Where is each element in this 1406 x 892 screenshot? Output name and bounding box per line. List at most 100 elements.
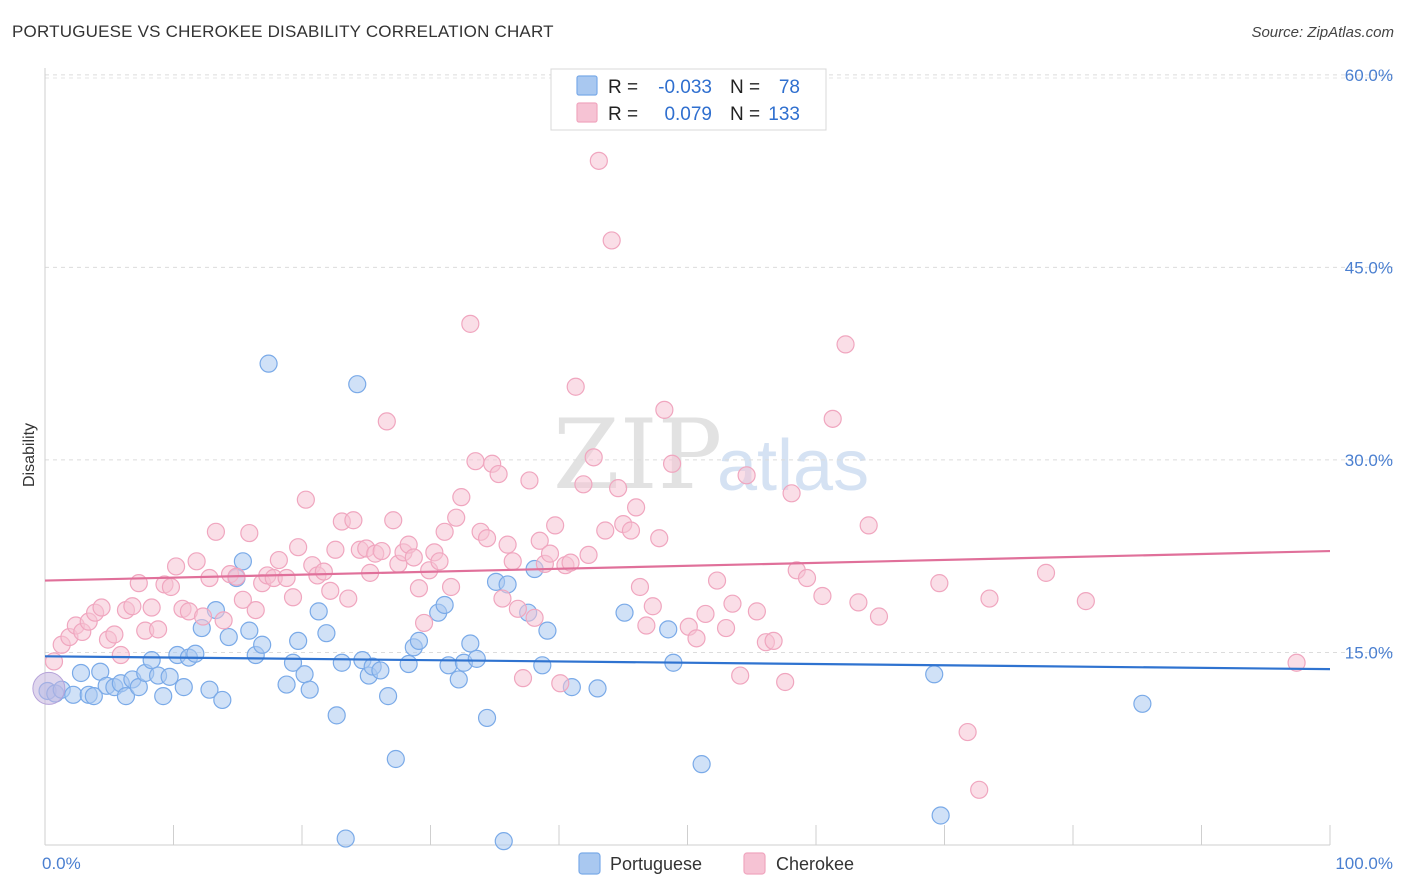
chart-source: Source: ZipAtlas.com xyxy=(1251,24,1394,41)
portuguese-point-67 xyxy=(538,621,557,640)
portuguese-point-17 xyxy=(154,687,173,706)
cherokee-point-92 xyxy=(589,151,608,170)
portuguese-point-77 xyxy=(494,832,513,851)
portuguese-point-53 xyxy=(409,631,429,651)
portuguese-point-66 xyxy=(533,656,552,675)
cherokee-point-71 xyxy=(477,529,497,548)
cherokee-point-93 xyxy=(596,521,615,540)
cherokee-point-87 xyxy=(561,553,580,572)
cherokee-point-23 xyxy=(193,607,213,626)
tick-labels: 15.0% 30.0% 45.0% 60.0% 0.0% 100.0% xyxy=(42,66,1393,873)
axes xyxy=(44,68,1331,846)
y-tick-label-2: 45.0% xyxy=(1345,258,1393,277)
portuguese-point-75 xyxy=(931,806,950,825)
portuguese-point-24 xyxy=(200,680,219,699)
bottom-legend-swatch-portuguese xyxy=(578,852,601,875)
portuguese-point-48 xyxy=(371,661,390,680)
portuguese-point-55 xyxy=(435,595,454,615)
portuguese-point-57 xyxy=(449,670,468,689)
portuguese-point-38 xyxy=(300,680,319,699)
cherokee-point-25 xyxy=(206,522,226,541)
legend-swatch-cherokee xyxy=(576,102,598,123)
legend-r-label-cherokee: R = xyxy=(608,104,638,125)
cherokee-point-81 xyxy=(530,531,549,550)
cherokee-point-97 xyxy=(621,521,641,540)
cherokee-point-104 xyxy=(662,454,682,473)
cherokee-point-128 xyxy=(970,780,989,799)
portuguese-point-49 xyxy=(378,687,398,706)
portuguese-point-32 xyxy=(253,635,272,654)
cherokee-point-68 xyxy=(461,314,480,333)
cherokee-point-22 xyxy=(187,552,206,571)
portuguese-point-11 xyxy=(116,687,136,706)
portuguese-point-70 xyxy=(615,603,634,622)
cherokee-point-126 xyxy=(930,574,949,593)
legend-swatch-portuguese xyxy=(576,75,598,96)
cherokee-point-123 xyxy=(849,593,868,612)
portuguese-point-61 xyxy=(477,708,497,728)
bottom-legend-label-cherokee: Cherokee xyxy=(776,854,854,874)
cherokee-point-89 xyxy=(574,475,593,494)
cherokee-point-47 xyxy=(344,511,363,530)
cherokee-point-35 xyxy=(269,550,288,570)
trend-line-cherokee xyxy=(44,549,1331,582)
series-cherokee xyxy=(44,151,1306,799)
cherokee-point-85 xyxy=(551,674,570,693)
cherokee-point-116 xyxy=(776,672,795,692)
cherokee-point-94 xyxy=(602,231,621,250)
cherokee-point-88 xyxy=(566,377,585,396)
cherokee-point-42 xyxy=(314,562,333,581)
cherokee-point-100 xyxy=(637,616,656,635)
cherokee-point-111 xyxy=(731,666,750,685)
portuguese-point-18 xyxy=(160,667,179,686)
portuguese-point-22 xyxy=(186,644,205,663)
cherokee-point-59 xyxy=(409,579,429,598)
portuguese-point-76 xyxy=(1133,694,1152,713)
cherokee-point-77 xyxy=(508,599,527,618)
y-tick-label-3: 60.0% xyxy=(1345,66,1393,85)
portuguese-point-15 xyxy=(142,651,161,670)
x-tick-label-1: 100.0% xyxy=(1335,854,1393,873)
trend-lines xyxy=(44,549,1331,671)
series-portuguese xyxy=(38,354,1152,851)
cherokee-point-108 xyxy=(707,571,727,590)
bottom-legend: Portuguese Cherokee xyxy=(578,852,854,875)
y-tick-label-1: 30.0% xyxy=(1345,451,1393,470)
cherokee-point-127 xyxy=(958,722,977,742)
bottom-legend-swatch-cherokee xyxy=(743,852,766,875)
legend-n-label-cherokee: N = xyxy=(730,104,760,125)
cherokee-point-52 xyxy=(372,541,391,561)
cherokee-point-54 xyxy=(384,511,403,530)
cherokee-point-43 xyxy=(321,581,340,600)
legend: R = -0.033 N = 78 R = 0.079 N = 133 xyxy=(550,68,827,131)
bottom-legend-label-portuguese: Portuguese xyxy=(610,854,702,874)
cherokee-point-74 xyxy=(493,589,512,608)
cherokee-point-38 xyxy=(289,538,308,557)
portuguese-point-29 xyxy=(233,552,252,571)
y-tick-label-0: 15.0% xyxy=(1345,643,1393,662)
cherokee-point-98 xyxy=(626,498,646,517)
cherokee-point-18 xyxy=(161,577,181,597)
cherokee-point-109 xyxy=(716,618,736,638)
portuguese-point-27 xyxy=(219,627,238,647)
cherokee-point-110 xyxy=(723,594,742,613)
cherokee-point-129 xyxy=(980,589,999,608)
cherokee-point-115 xyxy=(764,631,783,651)
cherokee-point-106 xyxy=(687,629,706,648)
portuguese-point-60 xyxy=(467,649,486,668)
legend-r-value-portuguese: -0.033 xyxy=(658,77,712,98)
portuguese-point-37 xyxy=(295,665,314,684)
cherokee-point-83 xyxy=(540,544,560,563)
portuguese-point-59 xyxy=(461,634,480,653)
cherokee-point-121 xyxy=(823,409,842,428)
cherokee-point-78 xyxy=(513,669,533,688)
cherokee-point-117 xyxy=(782,484,801,503)
cherokee-point-103 xyxy=(655,400,674,419)
cherokee-point-75 xyxy=(498,535,517,554)
cherokee-point-37 xyxy=(283,588,303,607)
cherokee-point-91 xyxy=(584,448,603,467)
portuguese-point-50 xyxy=(386,749,405,769)
cherokee-point-65 xyxy=(441,577,461,597)
cherokee-point-53 xyxy=(377,412,396,431)
cherokee-point-69 xyxy=(466,452,485,471)
